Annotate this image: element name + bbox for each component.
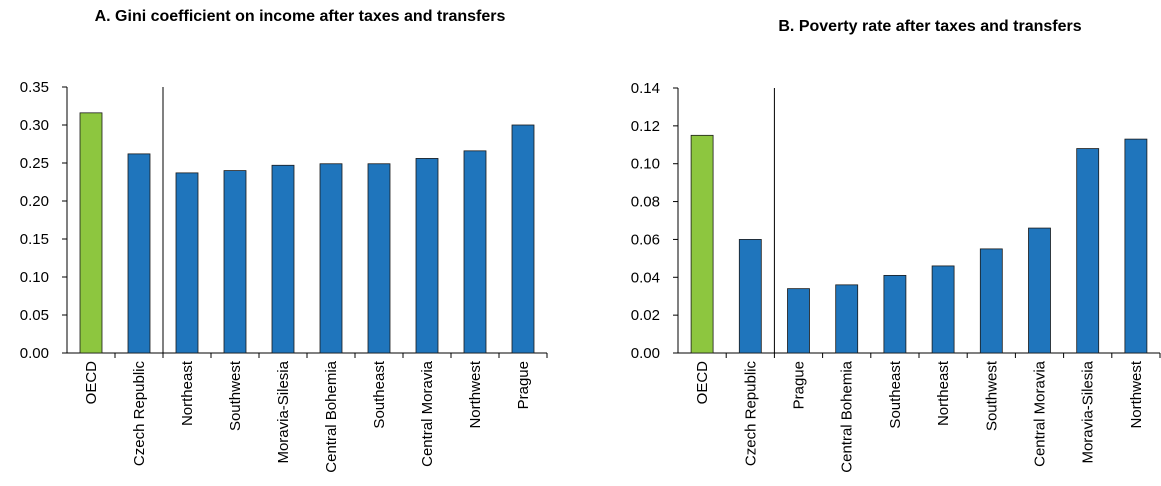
bar — [415, 158, 439, 354]
x-tick-label: Northeast — [179, 360, 196, 426]
y-tick-label: 0.14 — [631, 80, 660, 97]
x-tick-label: Czech Republic — [131, 361, 148, 467]
bar — [175, 172, 199, 354]
bar — [79, 112, 103, 354]
x-tick-label: Central Bohemia — [323, 360, 340, 472]
bar — [1124, 138, 1148, 354]
chart-title: A. Gini coefficient on income after taxe… — [94, 8, 506, 25]
bar — [127, 153, 151, 354]
bar — [1076, 148, 1100, 354]
y-tick-label: 0.35 — [20, 79, 49, 96]
x-tick-label: Southeast — [887, 360, 904, 428]
x-tick-label: Prague — [515, 361, 532, 409]
x-tick-label: OECD — [83, 361, 100, 405]
bar — [271, 164, 295, 354]
x-tick-label: Southwest — [983, 360, 1000, 431]
chart-title: B. Poverty rate after taxes and transfer… — [778, 18, 1082, 35]
x-tick-label: Northwest — [1128, 360, 1145, 428]
y-tick-label: 0.10 — [631, 156, 660, 173]
y-tick-label: 0.05 — [20, 307, 49, 324]
x-tick-label: Southeast — [371, 360, 388, 428]
bar — [738, 239, 762, 354]
bar — [979, 248, 1003, 354]
x-tick-label: Central Moravia — [419, 360, 436, 467]
bar — [883, 274, 907, 354]
x-tick-label: Central Bohemia — [839, 360, 856, 472]
y-tick-label: 0.02 — [631, 307, 660, 324]
bar — [463, 150, 487, 354]
bar — [367, 163, 391, 354]
y-tick-label: 0.12 — [631, 118, 660, 135]
bar — [835, 284, 859, 354]
y-tick-label: 0.04 — [631, 269, 660, 286]
x-tick-label: Prague — [791, 361, 808, 409]
x-tick-label: Northwest — [467, 360, 484, 428]
bar — [931, 265, 955, 354]
x-tick-label: Moravia-Silesia — [1080, 360, 1097, 463]
bar — [787, 288, 810, 354]
y-tick-label: 0.25 — [20, 155, 49, 172]
y-tick-label: 0.10 — [20, 269, 49, 286]
x-tick-label: Southwest — [227, 360, 244, 431]
x-tick-label: Central Moravia — [1032, 360, 1049, 467]
bar — [319, 163, 343, 354]
x-tick-label: OECD — [694, 361, 711, 405]
y-tick-label: 0.00 — [631, 345, 660, 362]
x-tick-label: Czech Republic — [742, 361, 759, 467]
bar — [690, 134, 714, 354]
y-tick-label: 0.00 — [20, 345, 49, 362]
bar — [223, 170, 247, 354]
x-tick-label: Moravia-Silesia — [275, 360, 292, 463]
y-tick-label: 0.06 — [631, 231, 660, 248]
y-tick-label: 0.08 — [631, 194, 660, 211]
bar — [511, 124, 535, 354]
y-tick-label: 0.30 — [20, 117, 49, 134]
x-tick-label: Northeast — [935, 360, 952, 426]
bar — [1028, 227, 1051, 354]
y-tick-label: 0.15 — [20, 231, 49, 248]
y-tick-label: 0.20 — [20, 193, 49, 210]
